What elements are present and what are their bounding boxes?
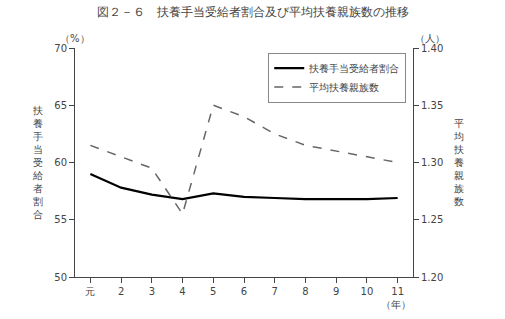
svg-text:（年）: （年）: [381, 299, 411, 310]
svg-text:10: 10: [361, 286, 374, 297]
svg-text:4: 4: [179, 286, 185, 297]
svg-text:1.25: 1.25: [421, 214, 443, 225]
svg-text:7: 7: [272, 286, 278, 297]
svg-text:1.20: 1.20: [421, 272, 443, 283]
svg-text:平均扶養親族数: 平均扶養親族数: [453, 118, 464, 207]
svg-text:50: 50: [54, 272, 67, 283]
svg-text:1.40: 1.40: [421, 43, 443, 54]
svg-text:平均扶養親族数: 平均扶養親族数: [309, 82, 379, 93]
svg-text:2: 2: [118, 286, 124, 297]
svg-text:6: 6: [241, 286, 247, 297]
svg-text:（人）: （人）: [415, 33, 445, 44]
svg-text:70: 70: [54, 43, 67, 54]
svg-text:9: 9: [333, 286, 339, 297]
svg-text:55: 55: [54, 214, 67, 225]
svg-text:扶養手当受給者割合: 扶養手当受給者割合: [308, 63, 399, 74]
svg-text:65: 65: [54, 100, 67, 111]
svg-text:扶養手当受給者割合: 扶養手当受給者割合: [32, 105, 43, 220]
svg-text:5: 5: [210, 286, 216, 297]
svg-text:11: 11: [391, 286, 404, 297]
svg-text:図２－６ 扶養手当受給者割合及び平均扶養親族数の推移: 図２－６ 扶養手当受給者割合及び平均扶養親族数の推移: [97, 5, 409, 19]
svg-text:（%）: （%）: [60, 33, 90, 44]
svg-text:1.35: 1.35: [421, 100, 443, 111]
svg-text:1.30: 1.30: [421, 157, 443, 168]
svg-text:60: 60: [54, 157, 67, 168]
svg-text:3: 3: [149, 286, 155, 297]
svg-text:8: 8: [302, 286, 308, 297]
svg-text:元: 元: [85, 286, 95, 297]
